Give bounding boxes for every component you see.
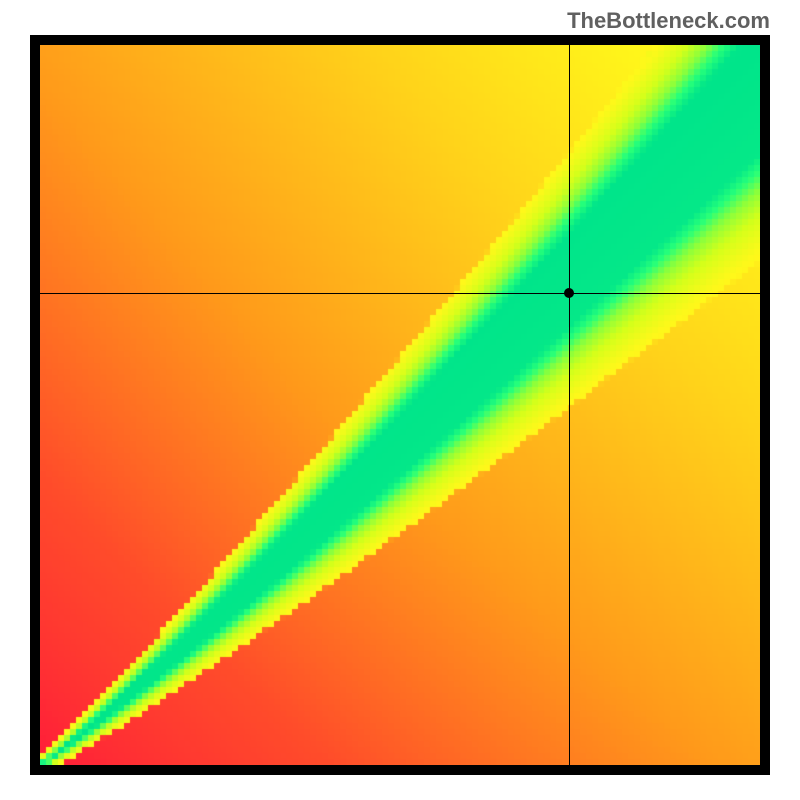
- crosshair-horizontal: [40, 293, 760, 294]
- heatmap-canvas: [40, 45, 760, 765]
- crosshair-marker: [564, 288, 574, 298]
- watermark-text: TheBottleneck.com: [567, 8, 770, 34]
- plot-frame: [30, 35, 770, 775]
- plot-area: [40, 45, 760, 765]
- crosshair-vertical: [569, 45, 570, 765]
- chart-container: TheBottleneck.com: [0, 0, 800, 800]
